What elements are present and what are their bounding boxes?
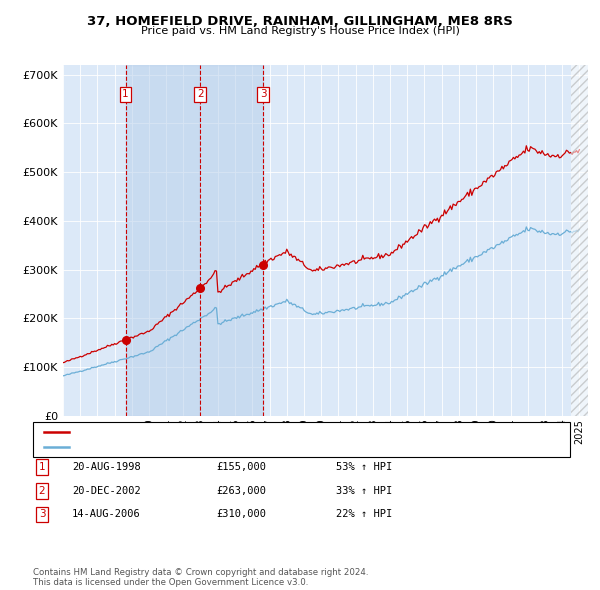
Bar bbox=[200, 65, 263, 416]
Text: £310,000: £310,000 bbox=[216, 510, 266, 519]
Text: 22% ↑ HPI: 22% ↑ HPI bbox=[336, 510, 392, 519]
Text: 14-AUG-2006: 14-AUG-2006 bbox=[72, 510, 141, 519]
Text: 37, HOMEFIELD DRIVE, RAINHAM, GILLINGHAM, ME8 8RS: 37, HOMEFIELD DRIVE, RAINHAM, GILLINGHAM… bbox=[87, 15, 513, 28]
Text: 20-AUG-1998: 20-AUG-1998 bbox=[72, 463, 141, 472]
Text: 1: 1 bbox=[38, 463, 46, 472]
Text: HPI: Average price, detached house, Swale: HPI: Average price, detached house, Swal… bbox=[74, 442, 284, 453]
Text: £155,000: £155,000 bbox=[216, 463, 266, 472]
Text: 2: 2 bbox=[38, 486, 46, 496]
Text: 37, HOMEFIELD DRIVE, RAINHAM, GILLINGHAM, ME8 8RS (detached house): 37, HOMEFIELD DRIVE, RAINHAM, GILLINGHAM… bbox=[74, 427, 442, 437]
Bar bbox=[125, 65, 200, 416]
Text: 33% ↑ HPI: 33% ↑ HPI bbox=[336, 486, 392, 496]
Bar bbox=[571, 65, 588, 416]
Text: Price paid vs. HM Land Registry's House Price Index (HPI): Price paid vs. HM Land Registry's House … bbox=[140, 26, 460, 36]
Text: 2: 2 bbox=[197, 89, 203, 99]
Text: 53% ↑ HPI: 53% ↑ HPI bbox=[336, 463, 392, 472]
Text: 20-DEC-2002: 20-DEC-2002 bbox=[72, 486, 141, 496]
Text: 3: 3 bbox=[260, 89, 266, 99]
Text: Contains HM Land Registry data © Crown copyright and database right 2024.
This d: Contains HM Land Registry data © Crown c… bbox=[33, 568, 368, 587]
Text: £263,000: £263,000 bbox=[216, 486, 266, 496]
Text: 1: 1 bbox=[122, 89, 129, 99]
Text: 3: 3 bbox=[38, 510, 46, 519]
